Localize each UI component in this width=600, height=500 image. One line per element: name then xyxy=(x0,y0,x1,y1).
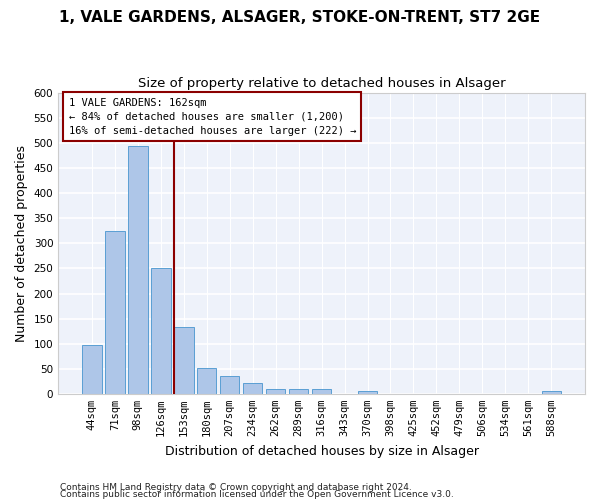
Bar xyxy=(542,392,561,394)
Text: 1, VALE GARDENS, ALSAGER, STOKE-ON-TRENT, ST7 2GE: 1, VALE GARDENS, ALSAGER, STOKE-ON-TRENT… xyxy=(59,10,541,25)
Text: Contains HM Land Registry data © Crown copyright and database right 2024.: Contains HM Land Registry data © Crown c… xyxy=(60,484,412,492)
Bar xyxy=(151,268,170,394)
Bar xyxy=(174,327,194,394)
X-axis label: Distribution of detached houses by size in Alsager: Distribution of detached houses by size … xyxy=(164,444,479,458)
Text: Contains public sector information licensed under the Open Government Licence v3: Contains public sector information licen… xyxy=(60,490,454,499)
Bar xyxy=(105,231,125,394)
Title: Size of property relative to detached houses in Alsager: Size of property relative to detached ho… xyxy=(138,78,505,90)
Text: 1 VALE GARDENS: 162sqm
← 84% of detached houses are smaller (1,200)
16% of semi-: 1 VALE GARDENS: 162sqm ← 84% of detached… xyxy=(69,98,356,136)
Bar xyxy=(289,389,308,394)
Y-axis label: Number of detached properties: Number of detached properties xyxy=(15,145,28,342)
Bar xyxy=(197,368,217,394)
Bar xyxy=(128,146,148,394)
Bar xyxy=(266,389,286,394)
Bar xyxy=(243,383,262,394)
Bar xyxy=(82,345,101,394)
Bar xyxy=(358,392,377,394)
Bar xyxy=(220,376,239,394)
Bar xyxy=(312,389,331,394)
